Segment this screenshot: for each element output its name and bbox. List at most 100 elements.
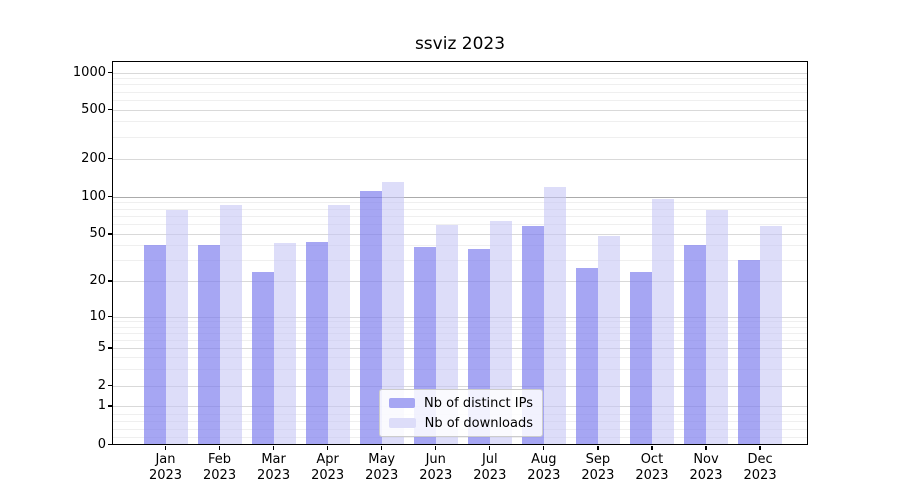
gridline-minor bbox=[112, 224, 808, 226]
x-label-year: 2023 bbox=[743, 467, 777, 483]
x-label-year: 2023 bbox=[148, 467, 183, 483]
legend: Nb of distinct IPs Nb of downloads bbox=[379, 389, 543, 437]
x-tick bbox=[543, 446, 545, 450]
x-label-month: Jul bbox=[481, 452, 498, 467]
gridline-minor bbox=[112, 260, 808, 262]
x-tick-label: Sep 2023 bbox=[570, 452, 626, 483]
y-tick bbox=[108, 280, 112, 282]
bar bbox=[359, 190, 382, 445]
gridline-minor bbox=[112, 202, 808, 204]
x-label-year: 2023 bbox=[365, 467, 399, 483]
bar bbox=[197, 245, 220, 445]
x-label-month: Aug bbox=[531, 452, 557, 467]
y-tick bbox=[108, 384, 112, 387]
bar bbox=[597, 236, 620, 445]
y-tick bbox=[108, 71, 112, 74]
bar bbox=[543, 187, 566, 445]
y-tick bbox=[108, 157, 112, 160]
x-label-month: Feb bbox=[208, 452, 232, 467]
y-tick-label: 200 bbox=[81, 150, 106, 166]
bar bbox=[575, 267, 598, 445]
y-tick bbox=[108, 315, 112, 318]
x-tick-label: Feb 2023 bbox=[192, 452, 248, 483]
bar bbox=[165, 209, 188, 445]
x-tick-label: Mar 2023 bbox=[246, 452, 302, 483]
gridline-minor bbox=[112, 136, 808, 138]
y-tick-label: 100 bbox=[81, 188, 106, 204]
bar bbox=[327, 205, 350, 445]
bar bbox=[305, 241, 328, 445]
x-label-year: 2023 bbox=[203, 467, 237, 483]
y-tick-label: 1 bbox=[97, 398, 106, 413]
gridline-major bbox=[112, 281, 808, 282]
gridline-minor bbox=[112, 84, 808, 86]
x-label-month: Sep bbox=[585, 452, 611, 467]
x-tick bbox=[597, 446, 599, 450]
bar bbox=[706, 209, 728, 445]
y-tick-label: 0 bbox=[97, 436, 106, 452]
gridline-minor bbox=[112, 339, 808, 341]
x-tick bbox=[759, 446, 761, 450]
y-tick bbox=[108, 443, 112, 446]
gridline-minor bbox=[112, 215, 808, 217]
x-tick bbox=[164, 446, 167, 450]
gridline-minor bbox=[112, 321, 808, 323]
x-label-month: Mar bbox=[261, 452, 286, 467]
y-tick-label: 1000 bbox=[72, 64, 106, 80]
y-tick-label: 5 bbox=[97, 340, 106, 355]
x-tick-label: May 2023 bbox=[354, 452, 410, 483]
bar bbox=[251, 271, 274, 445]
x-tick-label: Dec 2023 bbox=[732, 452, 788, 483]
x-tick-label: Jan 2023 bbox=[138, 452, 194, 483]
gridline-major bbox=[112, 385, 808, 387]
x-tick bbox=[327, 446, 329, 450]
gridline-major bbox=[112, 234, 808, 235]
x-label-year: 2023 bbox=[527, 467, 561, 483]
gridline-major bbox=[112, 158, 808, 160]
x-label-year: 2023 bbox=[581, 467, 615, 483]
x-label-month: Dec bbox=[747, 452, 773, 467]
y-tick bbox=[108, 108, 112, 111]
x-tick bbox=[218, 446, 221, 450]
x-label-year: 2023 bbox=[473, 467, 507, 483]
y-tick bbox=[108, 195, 112, 198]
x-label-year: 2023 bbox=[635, 467, 669, 483]
legend-swatch-distinct-ips bbox=[389, 398, 416, 408]
x-label-month: Oct bbox=[640, 452, 664, 467]
x-tick bbox=[489, 446, 491, 450]
gridline-minor bbox=[112, 91, 808, 93]
gridline-minor bbox=[112, 357, 808, 359]
y-tick bbox=[108, 233, 112, 235]
gridline-emphasis bbox=[112, 196, 808, 198]
bar bbox=[651, 199, 674, 445]
gridline-major bbox=[112, 72, 808, 74]
x-label-month: Apr bbox=[316, 452, 339, 467]
legend-entry-downloads: Nb of downloads bbox=[389, 416, 533, 431]
x-label-month: Jan bbox=[155, 452, 176, 467]
x-tick-label: Jul 2023 bbox=[462, 452, 518, 483]
x-tick-label: Oct 2023 bbox=[624, 452, 680, 483]
gridline-minor bbox=[112, 99, 808, 101]
x-tick bbox=[272, 446, 275, 450]
y-tick-label: 2 bbox=[97, 377, 106, 393]
gridline-minor bbox=[112, 326, 808, 328]
plot-area bbox=[112, 61, 808, 445]
gridline-minor bbox=[112, 121, 808, 123]
x-tick bbox=[381, 446, 383, 450]
bar bbox=[489, 220, 512, 445]
bar bbox=[381, 182, 404, 445]
chart-title: ssviz 2023 bbox=[414, 34, 506, 54]
x-tick bbox=[705, 446, 707, 450]
gridline-major bbox=[112, 316, 808, 318]
bar bbox=[760, 225, 783, 445]
x-label-month: Jun bbox=[425, 452, 446, 467]
gridline-major bbox=[112, 109, 808, 111]
legend-label-downloads: Nb of downloads bbox=[424, 415, 533, 431]
bar bbox=[273, 242, 296, 445]
x-label-month: Nov bbox=[693, 452, 719, 467]
x-label-month: May bbox=[368, 452, 396, 467]
y-tick-label: 50 bbox=[89, 226, 106, 241]
bar bbox=[684, 245, 706, 445]
legend-entry-distinct-ips: Nb of distinct IPs bbox=[389, 396, 533, 411]
bar bbox=[219, 204, 242, 445]
